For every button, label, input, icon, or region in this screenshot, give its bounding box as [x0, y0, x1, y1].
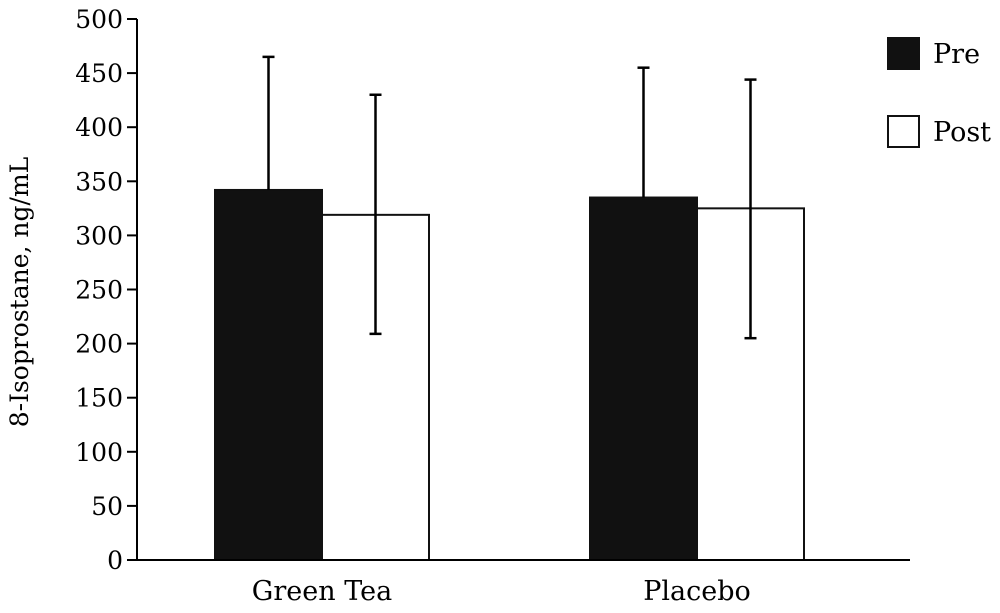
bars: [214, 188, 805, 561]
y-tick-label: 300: [75, 221, 123, 250]
legend: Pre Post: [887, 37, 991, 148]
x-category-label: Placebo: [643, 576, 751, 607]
legend-swatch-pre: [887, 37, 920, 70]
y-tick-label: 0: [107, 546, 123, 575]
legend-label-pre: Pre: [933, 39, 980, 70]
legend-swatch-post: [887, 115, 920, 148]
x-category-label: Green Tea: [252, 576, 392, 607]
bar-pre-green-tea: [214, 188, 323, 561]
y-tick-label: 100: [75, 438, 123, 467]
y-axis-title: 8-Isoprostane, ng/mL: [5, 157, 34, 428]
error-bars: [262, 55, 757, 340]
x-axis: Green Tea Placebo: [137, 559, 910, 607]
y-tick-label: 50: [91, 492, 123, 521]
y-tick-label: 350: [75, 167, 123, 196]
legend-label-post: Post: [933, 117, 991, 148]
y-axis: 0 50 100 150 200 250 300 350 400 450 500: [75, 5, 138, 575]
bar-pre-placebo: [589, 196, 698, 561]
y-tick-label: 200: [75, 330, 123, 359]
y-tick-label: 250: [75, 276, 123, 305]
y-tick-label: 150: [75, 384, 123, 413]
y-tick-label: 400: [75, 113, 123, 142]
y-tick-label: 450: [75, 59, 123, 88]
y-axis-title-group: 8-Isoprostane, ng/mL: [5, 157, 34, 428]
y-tick-label: 500: [75, 5, 123, 34]
